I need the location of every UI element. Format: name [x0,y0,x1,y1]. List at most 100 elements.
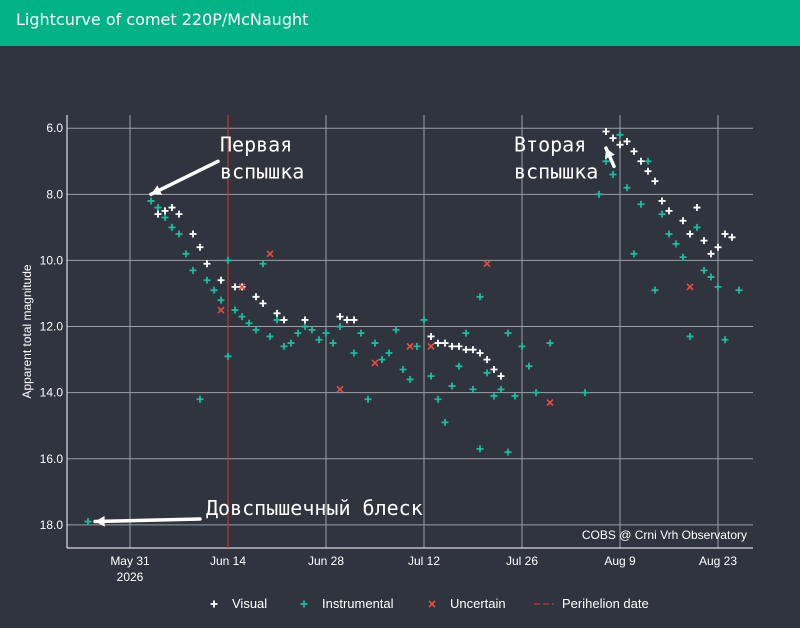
instrumental-point [294,329,302,337]
uncertain-point [266,250,274,258]
annotation-text: Первая [220,132,292,156]
legend-label: Instrumental [322,596,394,611]
uncertain-point [686,283,694,291]
y-tick-label: 10.0 [40,253,64,267]
instrumental-point [672,240,680,248]
instrumental-point [735,286,743,294]
y-tick-label: 16.0 [40,452,64,466]
instrumental-point [434,395,442,403]
visual-point [196,243,204,251]
visual-point [168,204,176,212]
watermark: COBS @ Crni Vrh Observatory [582,528,747,542]
instrumental-point [427,372,435,380]
visual-point [728,233,736,241]
x-tick-label: Aug 23 [699,554,737,568]
visual-point [658,197,666,205]
instrumental-point [707,273,715,281]
visual-point [273,309,281,317]
uncertain-point [406,342,414,350]
visual-point [252,293,260,301]
instrumental-point [189,266,197,274]
instrumental-point [616,131,624,139]
visual-point [693,204,701,212]
instrumental-point [609,170,617,178]
y-tick-label: 12.0 [40,320,64,334]
visual-point [602,128,610,136]
visual-point [350,316,358,324]
instrumental-point [413,342,421,350]
visual-point [623,137,631,145]
uncertain-point [217,306,225,314]
instrumental-point [644,157,652,165]
visual-point [665,207,673,215]
visual-point [630,147,638,155]
annotation-text: Довспышечный блеск [206,496,423,520]
annotation-arrowhead [605,148,615,160]
instrumental-point [602,157,610,165]
instrumental-point [350,349,358,357]
y-tick-label: 6.0 [46,121,63,135]
instrumental-point [245,319,253,327]
instrumental-point [217,296,225,304]
instrumental-point [224,256,232,264]
instrumental-point [406,375,414,383]
instrumental-point [385,349,393,357]
visual-point [644,167,652,175]
visual-point [259,299,267,307]
instrumental-point [546,339,554,347]
visual-point [714,243,722,251]
instrumental-point [637,200,645,208]
instrumental-point [595,190,603,198]
instrumental-point [175,230,183,238]
legend-label: Uncertain [450,596,506,611]
visual-point [497,372,505,380]
instrumental-point [518,342,526,350]
instrumental-point [315,336,323,344]
instrumental-point [483,369,491,377]
y-axis-label: Apparent total magnitude [20,264,34,398]
page-title: Lightcurve of comet 220P/McNaught [16,10,309,29]
instrumental-point [420,316,428,324]
instrumental-point [329,339,337,347]
visual-point [161,207,169,215]
x-tick-label: May 31 [110,554,150,568]
x-tick-label: Jul 12 [408,554,440,568]
y-tick-label: 8.0 [46,187,63,201]
instrumental-point [476,445,484,453]
instrumental-point [462,329,470,337]
legend-label: Visual [232,596,267,611]
instrumental-point [532,389,540,397]
instrumental-point [392,326,400,334]
instrumental-point [259,260,267,268]
legend-marker [300,600,308,608]
visual-point [700,237,708,245]
visual-point [476,349,484,357]
annotation-arrow [149,159,220,197]
instrumental-point [161,213,169,221]
visual-point [434,339,442,347]
instrumental-point [322,329,330,337]
visual-point [280,316,288,324]
annotation-text: вспышка [514,159,598,183]
instrumental-point [336,323,344,331]
x-tick-label: Jun 28 [308,554,344,568]
instrumental-point [504,448,512,456]
instrumental-point [399,366,407,374]
visual-point [679,217,687,225]
uncertain-point [483,260,491,268]
instrumental-point [469,385,477,393]
visual-point [721,230,729,238]
instrumental-point [84,518,92,526]
instrumental-point [308,326,316,334]
uncertain-point [336,385,344,393]
visual-point [448,342,456,350]
instrumental-point [203,276,211,284]
x-tick-year: 2026 [117,570,144,584]
uncertain-point [546,398,554,407]
visual-point [154,210,162,218]
visual-point [217,276,225,284]
visual-point [707,250,715,258]
instrumental-point [147,197,155,205]
instrumental-point [679,253,687,261]
uncertain-point [427,342,435,350]
